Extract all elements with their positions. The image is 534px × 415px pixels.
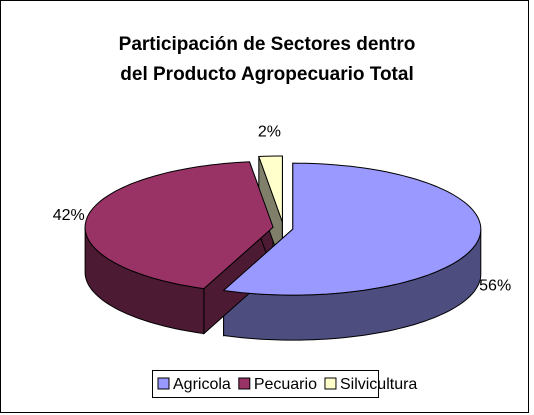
legend-label: Silvicultura [340,376,417,393]
data-label: 42% [53,207,85,224]
legend-label: Agricola [173,376,231,393]
data-label: 56% [479,278,511,295]
legend-swatch [157,377,170,390]
slice-top [258,155,283,223]
legend-label: Pecuario [254,376,317,393]
pie: 56% 42% 2% [53,123,511,341]
legend-box [152,370,379,398]
slice-top [84,161,274,290]
legend-swatch [324,377,337,390]
chart-title: Participación de Sectores dentro [119,34,416,55]
legend-swatch [238,377,251,390]
legend: Agricola Pecuario Silvicultura [157,376,417,393]
chart-title: del Producto Agropecuario Total [120,64,413,85]
data-label: 2% [258,123,281,140]
slice-top [222,162,482,296]
